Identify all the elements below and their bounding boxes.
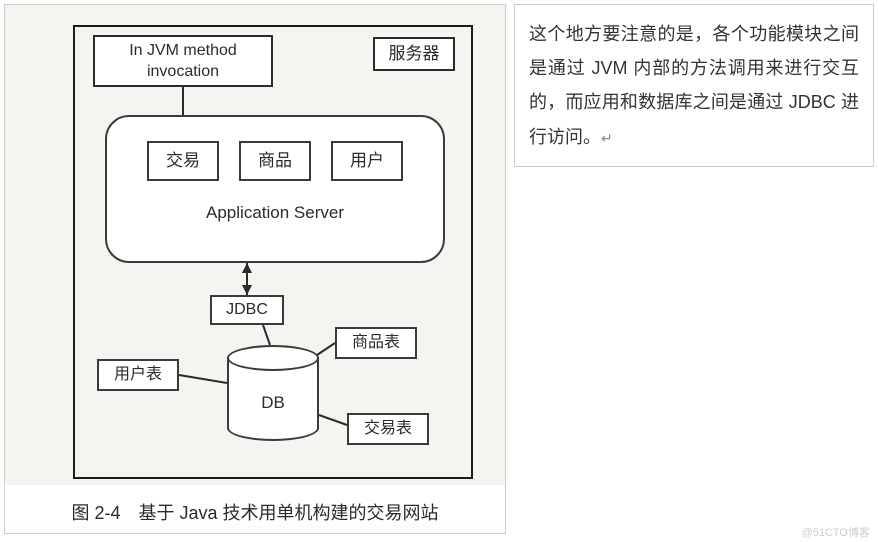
jdbc-box: JDBC	[210, 295, 284, 325]
module-product: 商品	[239, 141, 311, 181]
jdbc-label: JDBC	[226, 301, 268, 318]
product-table-box: 商品表	[335, 327, 417, 359]
module-user-label: 用户	[350, 151, 384, 170]
module-user: 用户	[331, 141, 403, 181]
product-table-label: 商品表	[352, 334, 400, 351]
module-trade-label: 交易	[166, 151, 200, 170]
diagram-area: In JVM method invocation 服务器 交易 商品 用户	[5, 5, 505, 485]
figure-caption: 图 2-4 基于 Java 技术用单机构建的交易网站	[5, 485, 505, 525]
jvm-method-box: In JVM method invocation	[93, 35, 273, 87]
module-trade: 交易	[147, 141, 219, 181]
user-table-box: 用户表	[97, 359, 179, 391]
user-table-label: 用户表	[114, 366, 162, 383]
jvm-label-line2: invocation	[147, 63, 219, 80]
trade-table-label: 交易表	[364, 420, 412, 437]
db-label: DB	[227, 393, 319, 413]
module-product-label: 商品	[258, 151, 292, 170]
return-mark-icon: ↵	[601, 130, 613, 146]
server-label-text: 服务器	[389, 44, 440, 63]
watermark-text: @51CTO博客	[802, 524, 870, 540]
trade-table-box: 交易表	[347, 413, 429, 445]
app-server-box: 交易 商品 用户 Application Server	[105, 115, 445, 263]
annotation-panel: 这个地方要注意的是，各个功能模块之间是通过 JVM 内部的方法调用来进行交互的，…	[514, 4, 874, 167]
db-cylinder: DB	[227, 345, 319, 441]
diagram-panel: In JVM method invocation 服务器 交易 商品 用户	[4, 4, 506, 534]
app-server-label: Application Server	[107, 203, 443, 223]
annotation-text: 这个地方要注意的是，各个功能模块之间是通过 JVM 内部的方法调用来进行交互的，…	[529, 24, 859, 147]
modules-row: 交易 商品 用户	[107, 141, 443, 181]
jvm-label-line1: In JVM method	[129, 42, 237, 59]
server-label-box: 服务器	[373, 37, 455, 71]
